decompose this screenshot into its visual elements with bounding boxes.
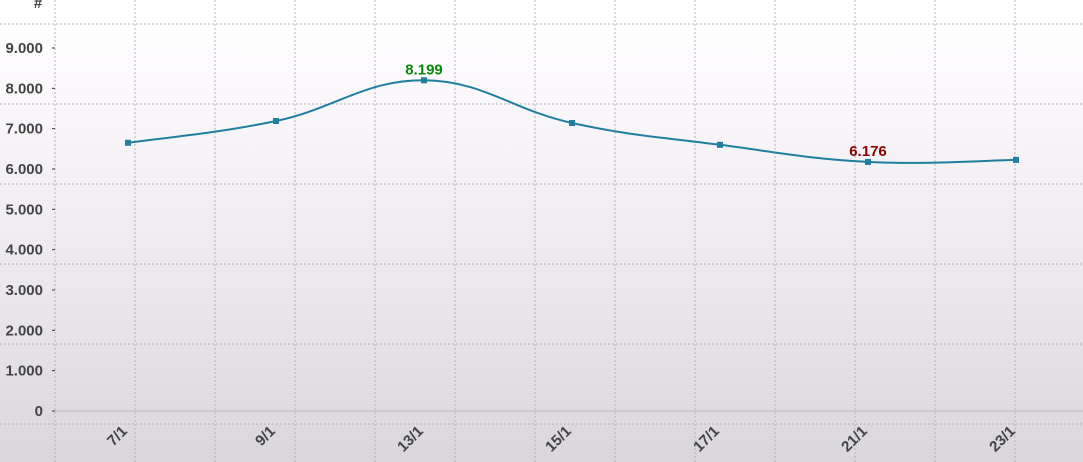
- data-point: [569, 120, 575, 127]
- y-tick-label: 2.000: [5, 322, 43, 339]
- y-tick-label: 3.000: [5, 282, 43, 299]
- y-tick-label: 7.000: [5, 121, 43, 138]
- y-tick-label: 4.000: [5, 242, 43, 259]
- data-label: 6.176: [849, 143, 887, 160]
- y-tick-label: 0: [35, 403, 43, 420]
- x-tick-label: 23/1: [986, 423, 1019, 456]
- y-axis-label: #: [34, 0, 43, 12]
- y-tick-label: 9.000: [5, 40, 43, 57]
- x-tick-label: 21/1: [838, 423, 871, 456]
- y-tick-label: 8.000: [5, 80, 43, 97]
- x-tick-label: 15/1: [542, 423, 575, 456]
- data-point: [717, 141, 723, 148]
- x-tick-label: 9/1: [252, 423, 279, 450]
- data-label: 8.199: [405, 61, 443, 78]
- data-point: [273, 118, 279, 125]
- x-tick-label: 7/1: [104, 423, 131, 450]
- x-tick-label: 17/1: [690, 423, 723, 456]
- data-point: [125, 139, 131, 146]
- y-tick-label: 6.000: [5, 161, 43, 178]
- x-tick-label: 13/1: [394, 423, 427, 456]
- y-tick-label: 1.000: [5, 363, 43, 380]
- data-point: [1013, 156, 1019, 163]
- data-point: [421, 77, 427, 84]
- y-tick-label: 5.000: [5, 201, 43, 218]
- data-point: [865, 158, 871, 165]
